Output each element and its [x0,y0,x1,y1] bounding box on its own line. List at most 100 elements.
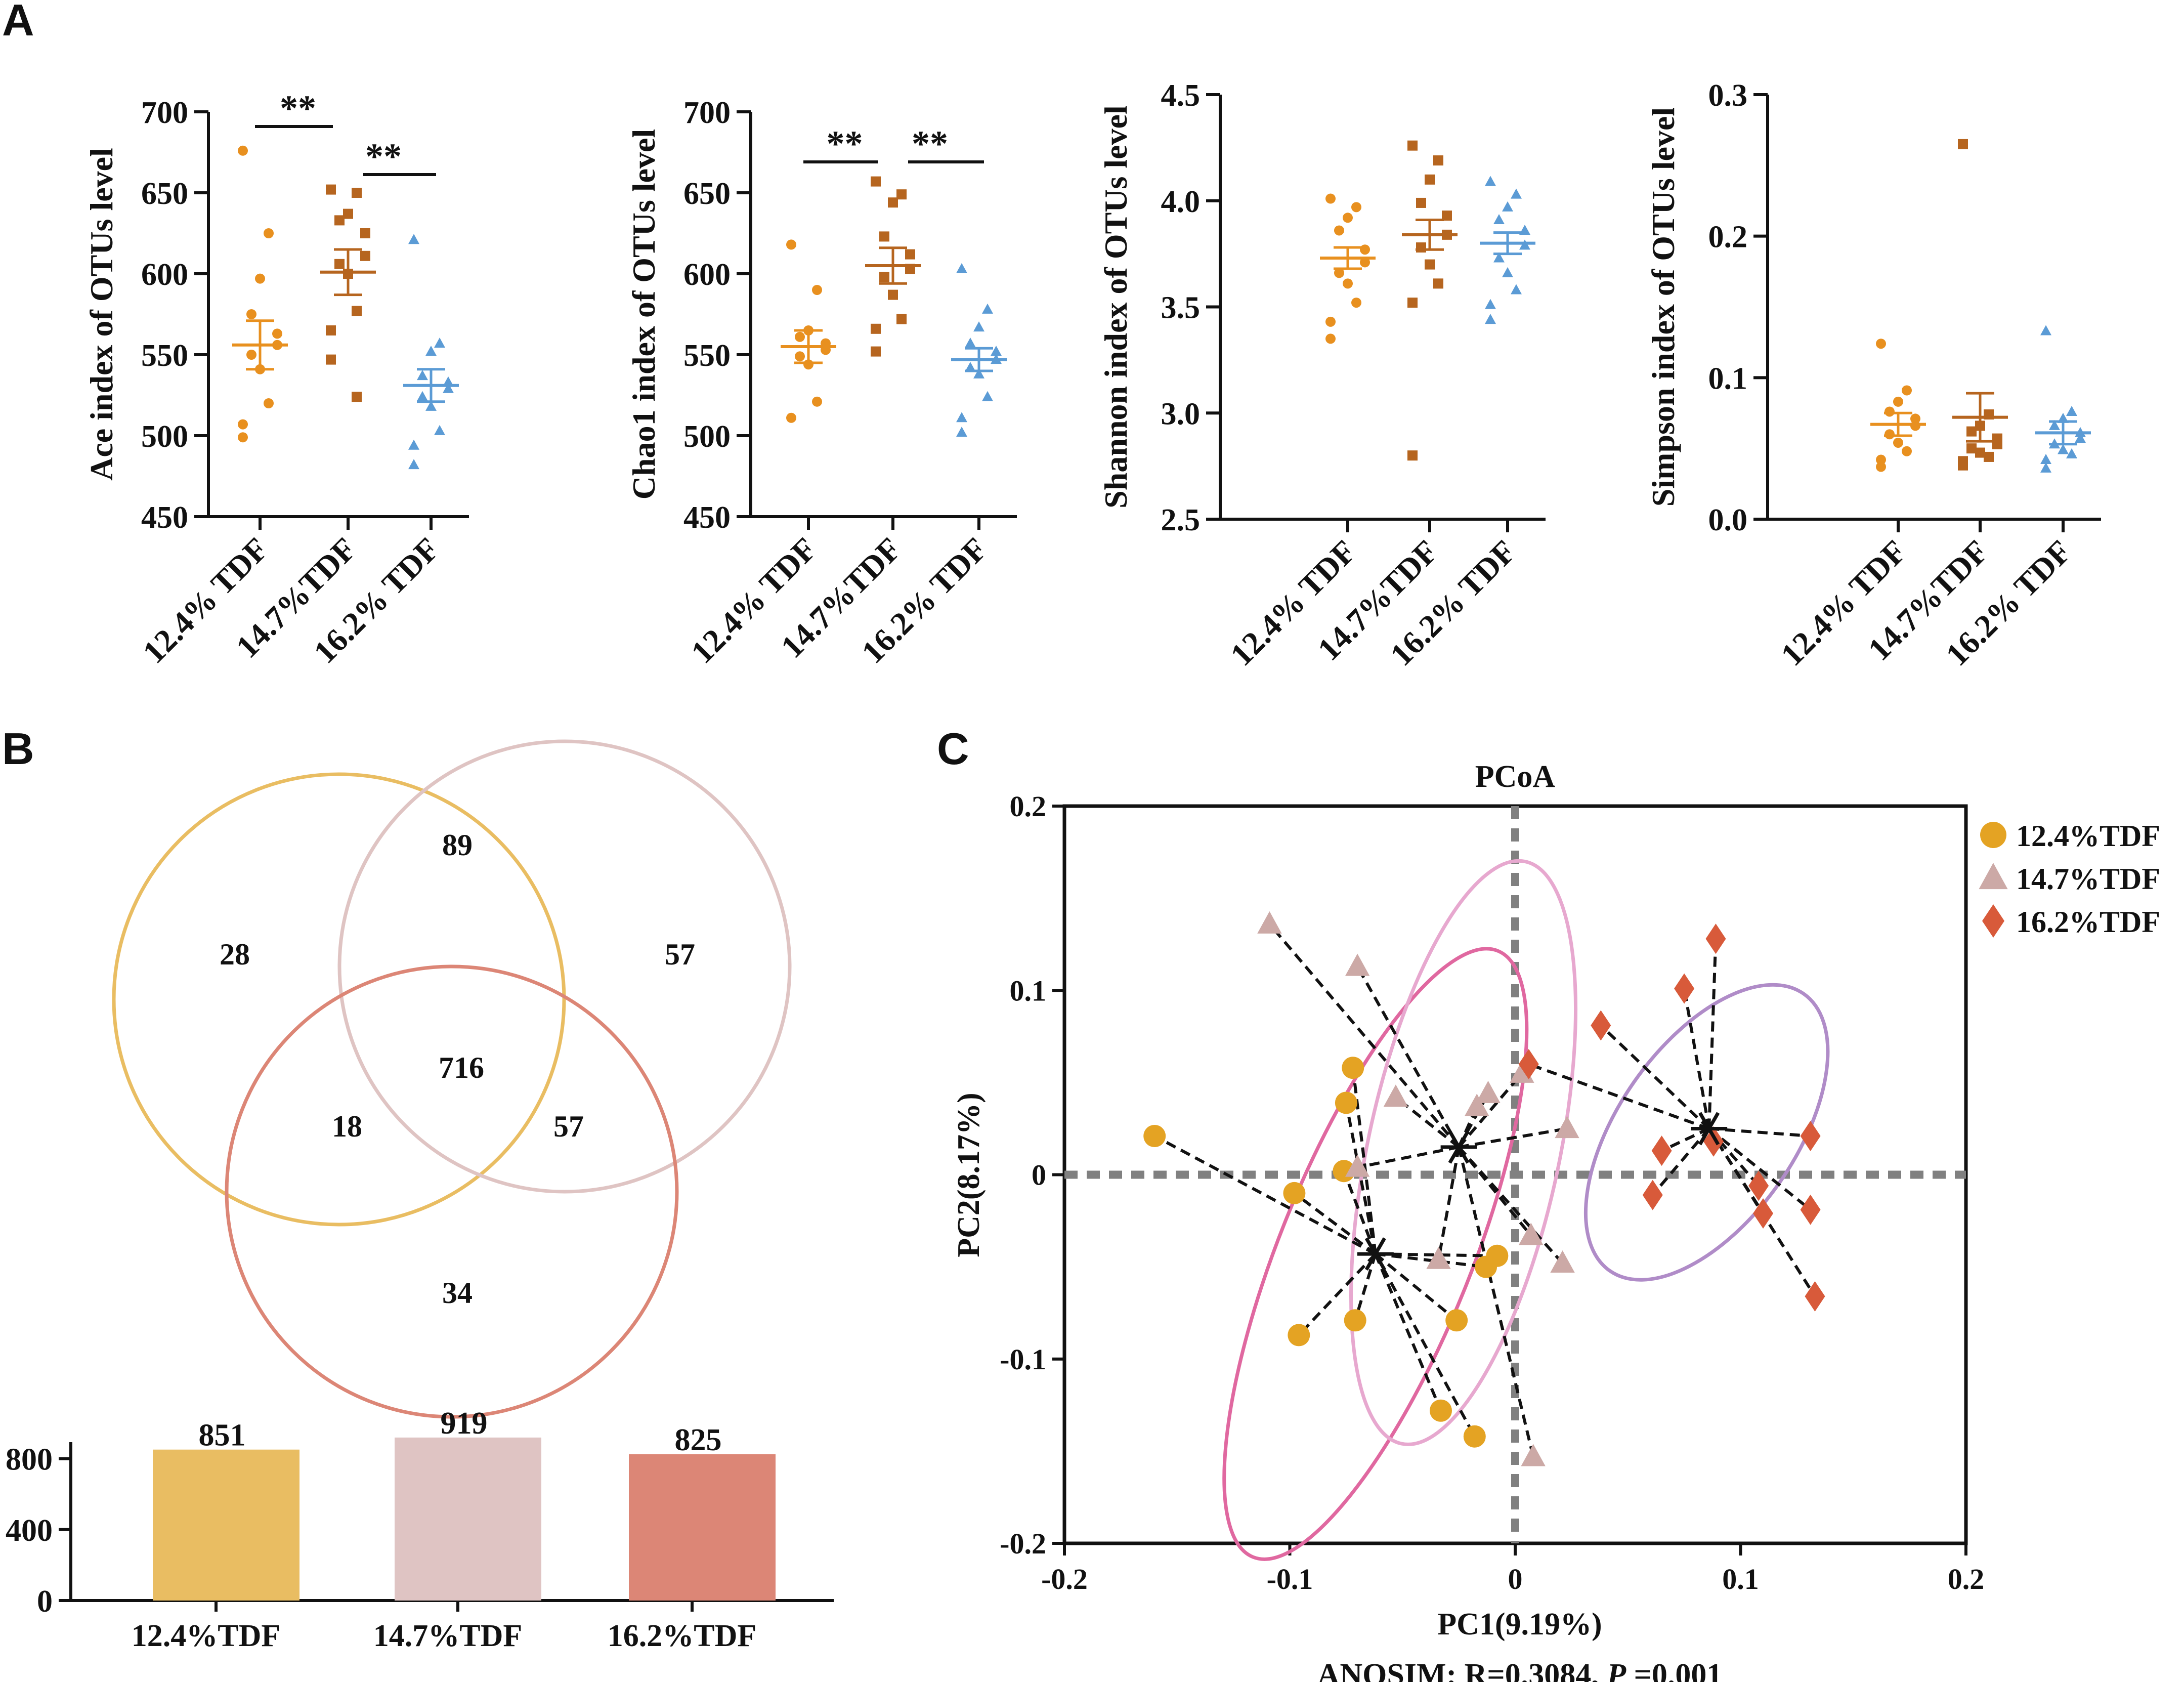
data-point [1343,278,1353,289]
data-point [1674,973,1695,1004]
y-tick-label: 650 [683,177,731,211]
data-point [1651,1136,1672,1166]
data-point [1703,1126,1724,1157]
y-tick-label: 700 [141,96,188,130]
y-axis-label: Simpson index of OTUs level [1645,107,1681,507]
data-point [1966,426,1977,437]
spider-line [1342,1170,1377,1255]
data-point [1893,437,1903,448]
group-ellipse [1222,947,1529,1561]
data-point [1642,1180,1663,1210]
y-tick-label: 800 [6,1443,53,1477]
data-point [1283,1182,1306,1204]
data-point [1288,1324,1310,1347]
data-point [360,228,370,238]
data-point [812,285,822,295]
data-point [1902,446,1912,456]
data-point [425,346,437,356]
y-tick-label: 700 [683,96,731,130]
data-point [238,419,248,430]
data-point [343,208,353,219]
spider-line [1153,1134,1377,1255]
data-point [1442,211,1452,221]
venn-region-count: 18 [332,1110,362,1143]
data-point [1485,314,1496,324]
data-point [956,263,967,273]
chao1-index-chart: 450 500 550 600 650 700 Chao1 index of OTUs le… [626,96,1017,670]
venn-circle-14-7 [337,739,792,1194]
significance-label: ** [912,123,948,164]
data-point [326,354,336,365]
data-point [879,231,889,242]
spider-line [1375,1252,1497,1257]
data-point [1360,257,1370,268]
data-point [1705,923,1726,954]
data-point [1351,202,1361,213]
y-tick-label: 3.5 [1161,291,1201,325]
data-point [2040,462,2051,473]
data-point [1433,278,1443,289]
data-point [326,325,336,335]
data-point [352,188,362,198]
data-point [417,370,428,381]
data-point [1445,1309,1468,1332]
data-point [888,289,898,300]
spider-line [1600,1024,1710,1130]
x-tick-label: 12.4%TDF [132,1619,281,1653]
spider-line [1374,1253,1476,1438]
otu-count-bar-chart: 0 400 800 851 12.4%TDF 919 14.7%TDF 825 16.2%TDF [6,1406,834,1653]
y-tick-label: 600 [683,258,731,292]
data-point [238,145,248,156]
panel-c: C -0.2 -0.1 0 0.1 0.2 -0.2 -0.1 0 0.1 0.2 PCoA PC1(… [937,724,2160,1682]
data-point [1753,1198,1774,1229]
centroid-star [1448,1130,1470,1164]
data-point [2058,444,2069,454]
venn-circle-16-2 [225,964,679,1419]
data-point [1885,429,1895,440]
data-point [264,398,274,408]
venn-region-count: 89 [442,828,473,862]
y-tick-label: 500 [141,419,188,454]
data-point [1416,242,1426,253]
venn-region-count: 34 [442,1276,473,1310]
data-point [1502,267,1513,277]
y-tick-label: 0 [37,1584,53,1619]
data-point [1325,193,1336,204]
data-point [1425,259,1435,270]
data-point [408,459,419,470]
data-point [1511,188,1522,199]
data-point [1555,1116,1579,1139]
data-point [1511,284,1522,295]
bar [395,1437,541,1601]
data-point [795,351,805,362]
y-tick-label: 450 [141,500,188,535]
y-tick-label: 600 [141,258,188,292]
data-point [965,362,976,372]
centroid-star [1698,1112,1720,1146]
data-point [1519,224,1530,235]
significance-label: ** [280,88,316,129]
data-point [272,328,282,339]
data-point [888,197,898,208]
spider-line [1374,1253,1442,1411]
data-point [1485,176,1496,186]
legend-marker [1980,822,2006,848]
x-axis-label: PC1(9.19%) [1437,1607,1602,1642]
data-point [1992,439,2002,449]
annotation-part: =0.001 [1626,1658,1722,1682]
spider-line [1356,965,1461,1148]
data-point [795,331,805,342]
data-point [786,412,796,423]
data-point [434,338,445,348]
spider-line [1457,1147,1535,1457]
legend-label: 14.7%TDF [2016,862,2160,896]
x-tick-label: 0.1 [1722,1563,1759,1595]
data-point [896,189,907,200]
pcoa-plot: -0.2 -0.1 0 0.1 0.2 -0.2 -0.1 0 0.1 0.2 PCoA PC1(9.… [952,760,2160,1682]
data-point [1407,450,1418,461]
data-point [1521,1444,1546,1466]
data-point [326,184,336,195]
spider-line [1528,1063,1710,1130]
data-point [956,427,967,437]
